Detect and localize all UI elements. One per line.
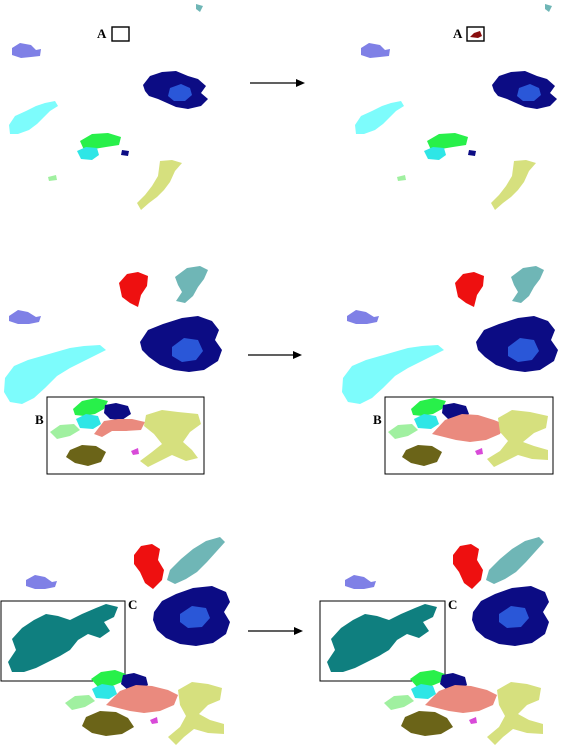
row-c: C C — [0, 537, 549, 745]
row-a-after-panel: A — [355, 4, 557, 210]
light-teal-cluster — [167, 537, 225, 584]
green-cluster — [80, 133, 121, 150]
cyan-cluster — [92, 684, 117, 699]
light-green-blob — [397, 175, 406, 181]
label-c-right: C — [448, 597, 457, 612]
green-cluster — [427, 133, 468, 150]
light-teal-cluster — [175, 266, 208, 303]
row-b: B B — [4, 266, 558, 475]
yellow-green-cluster — [140, 410, 201, 467]
highlight-box-a-left — [111, 26, 130, 42]
green-cluster — [73, 398, 108, 416]
blue-subcluster — [499, 606, 529, 628]
red-cluster — [453, 544, 483, 589]
cyan-cluster — [77, 147, 99, 160]
row-b-after-panel: B — [342, 266, 558, 475]
yellow-green-cluster — [491, 160, 536, 210]
magenta-blob — [475, 448, 483, 455]
red-cluster — [134, 544, 164, 589]
olive-cluster — [401, 711, 453, 736]
magenta-blob — [150, 717, 158, 724]
periwinkle-cluster — [345, 575, 376, 589]
green-cluster — [91, 670, 126, 687]
light-cyan-cluster — [355, 101, 404, 134]
light-teal-cluster — [486, 537, 544, 584]
small-navy-blob — [468, 150, 476, 156]
label-b-right: B — [373, 412, 382, 427]
blue-subcluster — [168, 84, 192, 101]
periwinkle-cluster — [12, 43, 41, 58]
yellow-green-cluster — [137, 160, 182, 210]
cyan-cluster — [76, 414, 101, 429]
light-cyan-cluster — [4, 345, 106, 404]
yellow-green-cluster — [487, 410, 548, 467]
row-a-before-panel: A — [9, 4, 208, 210]
light-cyan-cluster — [342, 345, 444, 404]
magenta-blob — [131, 448, 139, 455]
red-cluster — [119, 272, 148, 307]
light-green-blob — [48, 175, 57, 181]
cyan-cluster — [414, 414, 439, 429]
periwinkle-cluster — [26, 575, 57, 589]
row-a: A A — [9, 4, 557, 210]
label-a-right: A — [453, 26, 463, 41]
yellow-green-cluster — [168, 682, 224, 745]
label-a-left: A — [97, 26, 107, 41]
olive-cluster — [82, 711, 134, 736]
periwinkle-cluster — [347, 310, 379, 324]
small-teal-blob — [545, 4, 552, 12]
row-c-before-panel: C — [0, 537, 230, 745]
teal-cluster — [327, 604, 437, 672]
salmon-cluster — [106, 685, 178, 713]
periwinkle-cluster — [9, 310, 41, 324]
red-cluster — [455, 272, 484, 307]
periwinkle-cluster — [361, 43, 390, 58]
small-navy-blob — [121, 150, 129, 156]
blue-subcluster — [180, 606, 210, 628]
highlight-box-a-right — [466, 26, 485, 42]
highlight-box-c-left — [0, 600, 126, 682]
olive-cluster — [66, 445, 106, 466]
label-c-left: C — [128, 597, 137, 612]
label-b-left: B — [35, 412, 44, 427]
light-green-cluster — [65, 695, 95, 710]
row-c-arrow — [248, 627, 303, 635]
light-green-cluster — [384, 695, 414, 710]
green-cluster — [411, 398, 446, 416]
dark-red-cluster — [470, 31, 482, 38]
small-teal-blob — [196, 4, 203, 12]
blue-subcluster — [508, 338, 539, 362]
salmon-cluster — [432, 414, 504, 442]
cyan-cluster — [411, 684, 436, 699]
olive-cluster — [402, 445, 442, 466]
blue-subcluster — [517, 84, 541, 101]
cyan-cluster — [424, 147, 446, 160]
row-b-before-panel: B — [4, 266, 222, 475]
navy-subcluster — [104, 403, 131, 420]
row-c-after-panel: C — [319, 537, 549, 745]
light-green-cluster — [388, 424, 418, 439]
salmon-cluster — [425, 685, 497, 713]
light-green-cluster — [50, 424, 80, 439]
light-teal-cluster — [511, 266, 544, 303]
light-cyan-cluster — [9, 101, 58, 134]
yellow-green-cluster — [487, 682, 543, 745]
salmon-cluster — [94, 419, 145, 437]
blue-subcluster — [172, 338, 203, 362]
highlight-box-c-right — [319, 600, 446, 682]
highlight-box-b-left — [46, 396, 205, 475]
highlight-box-b-right — [384, 396, 554, 475]
row-b-arrow — [248, 351, 302, 359]
teal-cluster — [8, 604, 118, 672]
green-cluster — [410, 670, 445, 687]
row-a-arrow — [250, 79, 305, 87]
magenta-blob — [469, 717, 477, 724]
